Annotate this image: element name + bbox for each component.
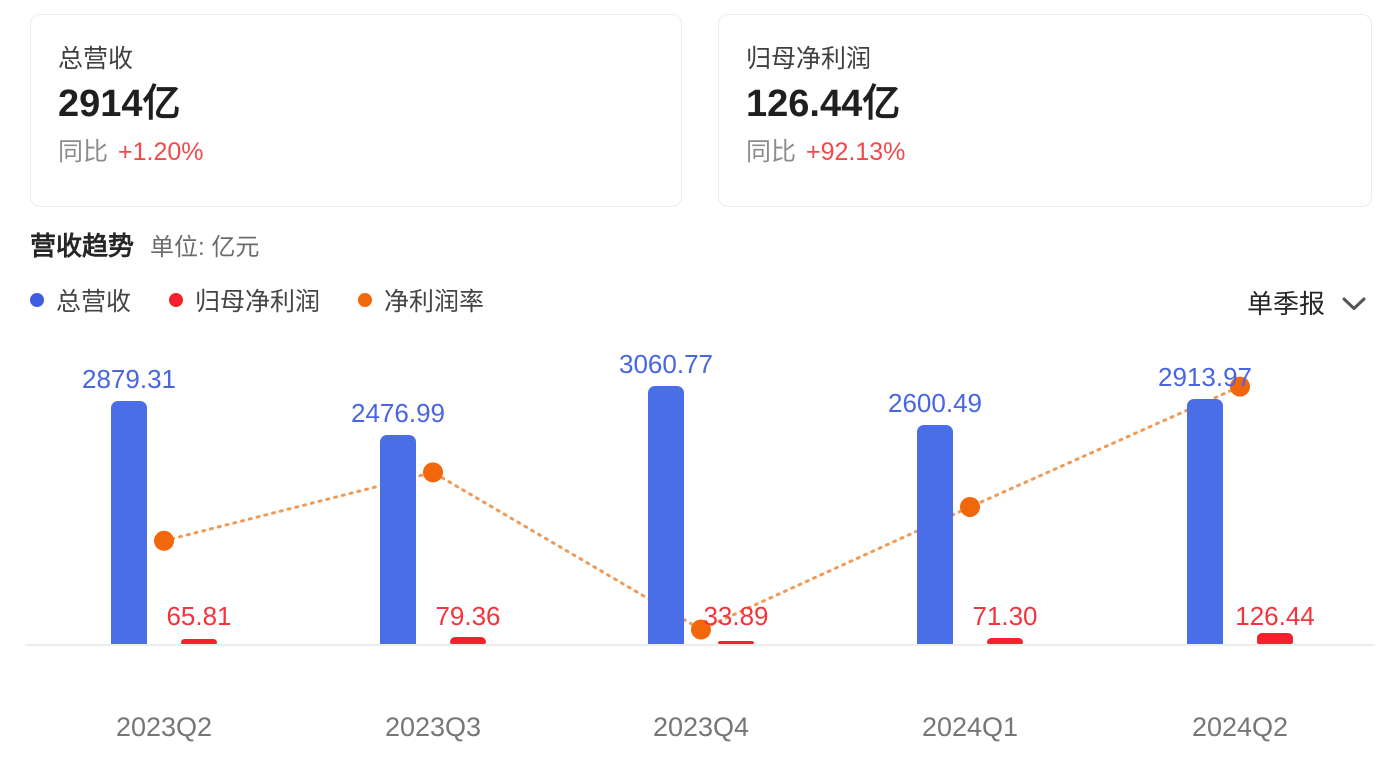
period-selector-label: 单季报: [1246, 289, 1325, 319]
x-axis-label: 2023Q2: [115, 712, 213, 742]
x-axis-line: [25, 644, 1375, 646]
yoy-label: 同比: [58, 138, 109, 166]
profit-bar[interactable]: [987, 638, 1023, 644]
net-margin-point[interactable]: [423, 462, 443, 483]
net-margin-point[interactable]: [1230, 376, 1250, 397]
revenue-value-label: 3060.77: [619, 349, 713, 380]
revenue-dot-icon: [30, 293, 44, 307]
revenue-bar[interactable]: [917, 424, 953, 644]
card-yoy: 同比 +1.20%: [58, 138, 681, 166]
net-margin-point[interactable]: [691, 619, 711, 640]
x-axis-label: 2024Q1: [921, 712, 1019, 742]
profit-value-label: 65.81: [166, 601, 232, 631]
revenue-bar[interactable]: [1187, 398, 1223, 644]
net-profit-card: 归母净利润 126.44亿 同比 +92.13%: [718, 14, 1372, 207]
net-margin-line-layer: [154, 376, 1250, 640]
x-axis-label: 2024Q2: [1191, 712, 1289, 742]
revenue-value-label: 2913.97: [1158, 361, 1252, 392]
revenue-bar[interactable]: [111, 401, 147, 644]
legend-label: 归母净利润: [195, 288, 321, 316]
card-value: 2914亿: [58, 83, 181, 125]
section-unit: 单位: 亿元: [150, 234, 260, 261]
legend-label: 净利润率: [384, 288, 485, 316]
yoy-label: 同比: [746, 138, 797, 166]
revenue-bar[interactable]: [648, 386, 684, 644]
legend-net-profit[interactable]: 归母净利润: [169, 282, 320, 318]
profit-dot-icon: [169, 293, 184, 307]
profit-bar[interactable]: [450, 637, 486, 644]
profit-bar[interactable]: [1257, 633, 1293, 644]
profit-value-label: 33.89: [703, 601, 769, 631]
revenue-trend-chart: 2879.31 65.81 2023Q2 2476.99 79.36 2023Q3 3060…: [0, 338, 1398, 764]
yoy-value: +92.13%: [806, 138, 906, 166]
margin-dot-icon: [358, 293, 373, 307]
chevron-down-icon: [1342, 297, 1366, 310]
x-axis-label: 2023Q4: [652, 712, 750, 742]
section-header: 营收趋势 单位: 亿元: [30, 226, 259, 263]
section-title: 营收趋势: [30, 231, 135, 261]
profit-value-label: 79.36: [435, 601, 501, 631]
yoy-value: +1.20%: [118, 138, 204, 166]
net-margin-line: [162, 385, 1242, 632]
revenue-value-label: 2600.49: [888, 387, 982, 418]
legend-net-margin[interactable]: 净利润率: [358, 282, 484, 318]
card-title: 归母净利润: [746, 45, 872, 73]
net-margin-point[interactable]: [960, 496, 980, 517]
profit-value-label: 71.30: [972, 601, 1038, 631]
legend-row: 总营收 归母净利润 净利润率 单季报: [30, 282, 1368, 319]
x-axis-label: 2023Q3: [384, 712, 482, 742]
revenue-value-label: 2879.31: [82, 364, 176, 395]
card-value: 126.44亿: [746, 83, 901, 125]
net-margin-point[interactable]: [154, 530, 174, 551]
legend-label: 总营收: [56, 288, 132, 316]
card-title: 总营收: [58, 45, 134, 73]
revenue-bar[interactable]: [380, 435, 416, 644]
profit-bar[interactable]: [718, 641, 754, 644]
card-yoy: 同比 +92.13%: [746, 138, 1371, 166]
profit-value-label: 126.44: [1235, 601, 1315, 631]
period-selector[interactable]: 单季报: [1247, 284, 1366, 321]
total-revenue-card: 总营收 2914亿 同比 +1.20%: [30, 14, 682, 207]
profit-bar[interactable]: [181, 638, 217, 644]
revenue-value-label: 2476.99: [351, 398, 445, 429]
legend-total-revenue[interactable]: 总营收: [30, 282, 131, 318]
